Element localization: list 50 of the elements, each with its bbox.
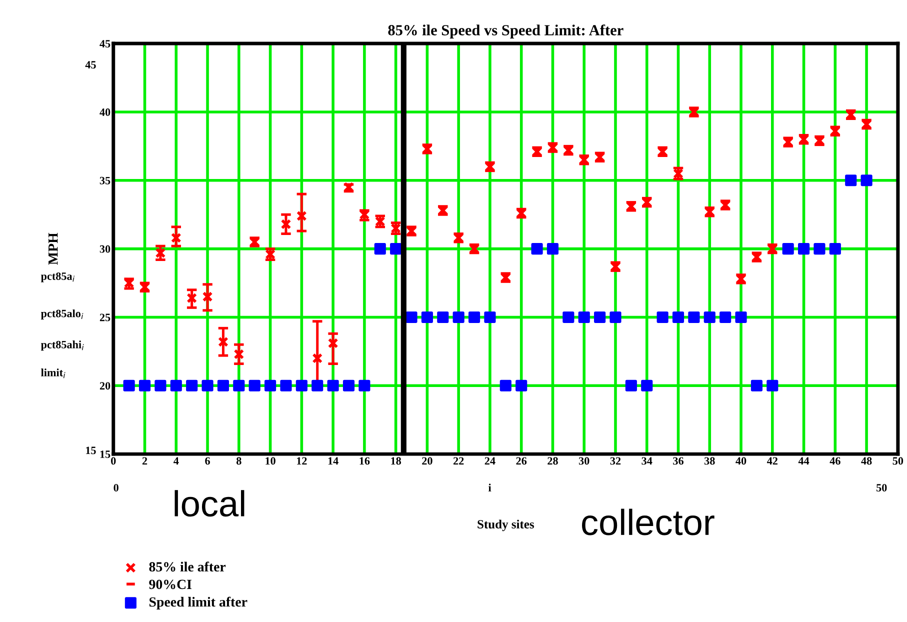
x-tick-label: 16 [360, 457, 370, 465]
x-tick-label: 30 [578, 457, 590, 465]
x-tick-label: 12 [297, 457, 307, 465]
text: pct85alo$_{i}$ [40, 309, 84, 320]
legend-label: Speed limit after [149, 596, 248, 610]
y-tick-label: 25 [100, 314, 110, 322]
x-tick-label: 20 [422, 457, 432, 465]
text: 50 [876, 484, 887, 492]
x-tick-label: 32 [610, 457, 621, 465]
text: pct85a$_{i}$ [40, 272, 75, 282]
y-tick-label: 45 [100, 40, 110, 48]
text: 0 [114, 484, 118, 492]
x-tick-label: 22 [453, 457, 464, 465]
chart-title: 85% ile Speed vs Speed Limit: After [388, 24, 624, 38]
x-tick-label: 24 [484, 457, 496, 465]
y-tick-label: 35 [100, 176, 110, 184]
x-tick-label: 28 [548, 457, 558, 465]
y-tick-label: 40 [100, 108, 110, 116]
x-tick-label: 14 [328, 457, 338, 465]
x-axis-title: Study sites [478, 520, 534, 532]
text: 90%CI [149, 580, 192, 590]
x-tick-label: 10 [266, 457, 276, 465]
y-axis-title: MPH [48, 232, 58, 265]
y-tick-label: 15 [100, 450, 110, 458]
text: 15 [86, 446, 96, 454]
x-tick-label: 2 [142, 457, 148, 465]
text: pct85ahi$_{i}$ [40, 340, 84, 351]
x-tick-label: 8 [236, 457, 242, 465]
text: collector [582, 508, 714, 536]
legend-label: 85% ile after [149, 562, 226, 572]
x-tick-label: 40 [736, 457, 746, 465]
x-tick-label: 46 [830, 457, 840, 465]
x-tick-label: 26 [516, 457, 527, 465]
text: 45 [85, 61, 96, 69]
y-tick-label: 20 [100, 382, 110, 390]
x-tick-label: 50 [892, 457, 904, 465]
x-tick-label: 34 [642, 457, 652, 465]
x-tick-label: 44 [798, 457, 810, 465]
x-tick-label: 0 [111, 457, 116, 465]
x-tick-label: 36 [673, 457, 684, 465]
x-tick-label: 38 [704, 457, 715, 465]
x-tick-label: 18 [391, 457, 401, 465]
x-tick-label: 48 [861, 457, 872, 465]
x-tick-label: 42 [767, 457, 778, 465]
text: limit$_{i}$ [41, 368, 66, 378]
x-tick-label: 6 [205, 457, 210, 465]
x-tick-label: 4 [174, 457, 179, 465]
y-tick-label: 30 [100, 245, 110, 253]
text: local [174, 490, 244, 517]
text: i [488, 484, 492, 492]
